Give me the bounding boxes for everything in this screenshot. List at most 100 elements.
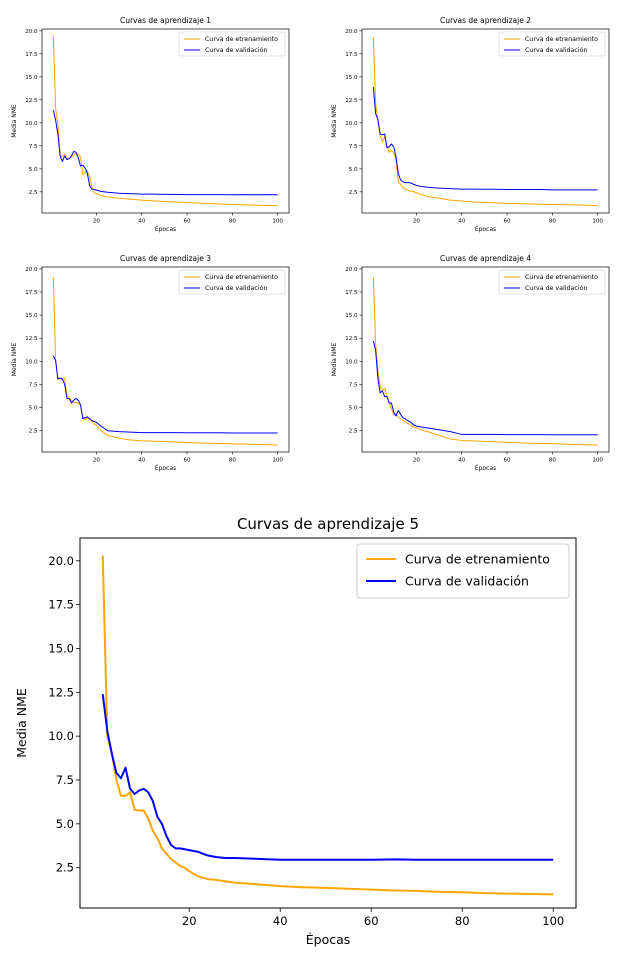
y-tick-label: 15.0: [25, 75, 38, 81]
legend: Curva de etrenamiento Curva de validación: [356, 543, 570, 599]
y-tick-label: 15.0: [25, 313, 38, 319]
x-tick-label: 40: [458, 219, 465, 225]
y-tick-label: 20.0: [25, 267, 38, 273]
legend-box: [178, 269, 286, 295]
validation-curve-line: [101, 693, 554, 861]
y-tick-label: 2.5: [56, 861, 74, 875]
legend-label: Curva de validación: [205, 46, 267, 54]
x-tick-label: 100: [592, 458, 603, 464]
legend-box: [356, 543, 570, 599]
x-tick-label: 40: [138, 219, 145, 225]
x-tick-label: 80: [549, 458, 556, 464]
y-tick-label: 7.5: [29, 382, 38, 388]
legend-box: [498, 269, 606, 295]
y-tick-label: 5.0: [29, 167, 38, 173]
y-tick-label: 2.5: [349, 429, 358, 435]
y-tick-label: 2.5: [29, 429, 38, 435]
validation-curve-line: [372, 86, 598, 191]
x-tick-label: 20: [93, 458, 100, 464]
validation-curve-line: [372, 340, 598, 436]
x-tick-label: 100: [592, 219, 603, 225]
chart-panel-2: Curvas de aprendizaje 2 20 40 60 80 100 2.5 5.0…: [331, 16, 610, 233]
training-curve-line: [372, 277, 598, 446]
y-tick-label: 17.5: [345, 52, 358, 58]
y-axis-label: Media NME: [11, 104, 18, 138]
y-tick-label: 15.0: [48, 641, 74, 655]
legend-label: Curva de etrenamiento: [205, 274, 278, 281]
training-curve-line: [101, 555, 554, 896]
y-tick-label: 10.0: [345, 359, 358, 365]
legend-label: Curva de etrenamiento: [405, 551, 550, 566]
y-tick-label: 10.0: [48, 729, 74, 743]
legend: Curva de etrenamiento Curva de validación: [498, 269, 606, 295]
training-curve-line: [52, 35, 278, 207]
y-tick-label: 10.0: [25, 121, 38, 127]
x-tick-label: 40: [273, 914, 288, 928]
legend-label: Curva de validación: [205, 284, 267, 292]
y-tick-label: 7.5: [349, 382, 358, 388]
y-tick-label: 7.5: [29, 144, 38, 150]
x-tick-label: 80: [229, 219, 236, 225]
y-tick-label: 12.5: [345, 336, 358, 342]
x-tick-label: 80: [455, 914, 470, 928]
validation-curve-line: [52, 109, 278, 196]
chart-panel-5: Curvas de aprendizaje 5 20 40 60 80 100 2.5 5.0…: [14, 515, 577, 947]
x-tick-label: 20: [182, 914, 197, 928]
plot-frame: [41, 266, 290, 453]
y-tick-label: 5.0: [29, 406, 38, 412]
x-axis-label: Épocas: [155, 464, 176, 472]
chart-title: Curvas de aprendizaje 5: [237, 515, 419, 533]
validation-curve-line: [52, 355, 278, 434]
y-tick-label: 5.0: [56, 817, 74, 831]
plot-frame: [41, 28, 290, 214]
y-axis-label: Media NME: [11, 343, 18, 377]
chart-panel-1: Curvas de aprendizaje 1 20 40 60 80 100 2.5 5.0…: [11, 16, 290, 233]
y-tick-label: 17.5: [25, 52, 38, 58]
y-tick-label: 20.0: [345, 29, 358, 35]
chart-panel-4: Curvas de aprendizaje 4 20 40 60 80 100 2.5 5.0…: [331, 254, 610, 472]
chart-title: Curvas de aprendizaje 3: [120, 254, 211, 263]
x-tick-label: 80: [549, 219, 556, 225]
x-tick-label: 100: [272, 458, 283, 464]
y-tick-label: 20.0: [345, 267, 358, 273]
y-tick-label: 2.5: [349, 190, 358, 196]
y-tick-label: 12.5: [25, 98, 38, 104]
x-tick-label: 40: [138, 458, 145, 464]
x-tick-label: 100: [542, 914, 564, 928]
x-axis-label: Épocas: [475, 225, 496, 233]
x-tick-label: 20: [413, 219, 420, 225]
legend-box: [498, 31, 606, 57]
legend-label: Curva de etrenamiento: [525, 274, 598, 281]
legend: Curva de etrenamiento Curva de validación: [178, 31, 286, 57]
y-tick-label: 5.0: [349, 167, 358, 173]
y-tick-label: 7.5: [56, 773, 74, 787]
y-tick-label: 20.0: [25, 29, 38, 35]
x-tick-label: 60: [504, 458, 511, 464]
x-tick-label: 60: [504, 219, 511, 225]
y-tick-label: 12.5: [345, 98, 358, 104]
y-tick-label: 20.0: [48, 554, 74, 568]
legend-label: Curva de validación: [525, 284, 587, 292]
x-tick-label: 40: [458, 458, 465, 464]
training-curve-line: [372, 37, 598, 207]
y-axis-label: Media NME: [14, 688, 29, 758]
chart-panel-3: Curvas de aprendizaje 3 20 40 60 80 100 2.5 5.0…: [11, 254, 290, 472]
x-tick-label: 60: [184, 458, 191, 464]
x-tick-label: 20: [413, 458, 420, 464]
plot-frame: [79, 537, 577, 909]
chart-title: Curvas de aprendizaje 1: [120, 16, 211, 25]
y-tick-label: 12.5: [48, 685, 74, 699]
x-tick-label: 80: [229, 458, 236, 464]
legend-box: [178, 31, 286, 57]
y-axis-label: Media NME: [331, 343, 338, 377]
x-tick-label: 60: [364, 914, 379, 928]
y-tick-label: 15.0: [345, 75, 358, 81]
legend-label: Curva de validación: [525, 46, 587, 54]
y-tick-label: 10.0: [345, 121, 358, 127]
y-axis-label: Media NME: [331, 104, 338, 138]
x-tick-label: 60: [184, 219, 191, 225]
plot-frame: [361, 28, 610, 214]
y-tick-label: 12.5: [25, 336, 38, 342]
y-tick-label: 17.5: [25, 290, 38, 296]
